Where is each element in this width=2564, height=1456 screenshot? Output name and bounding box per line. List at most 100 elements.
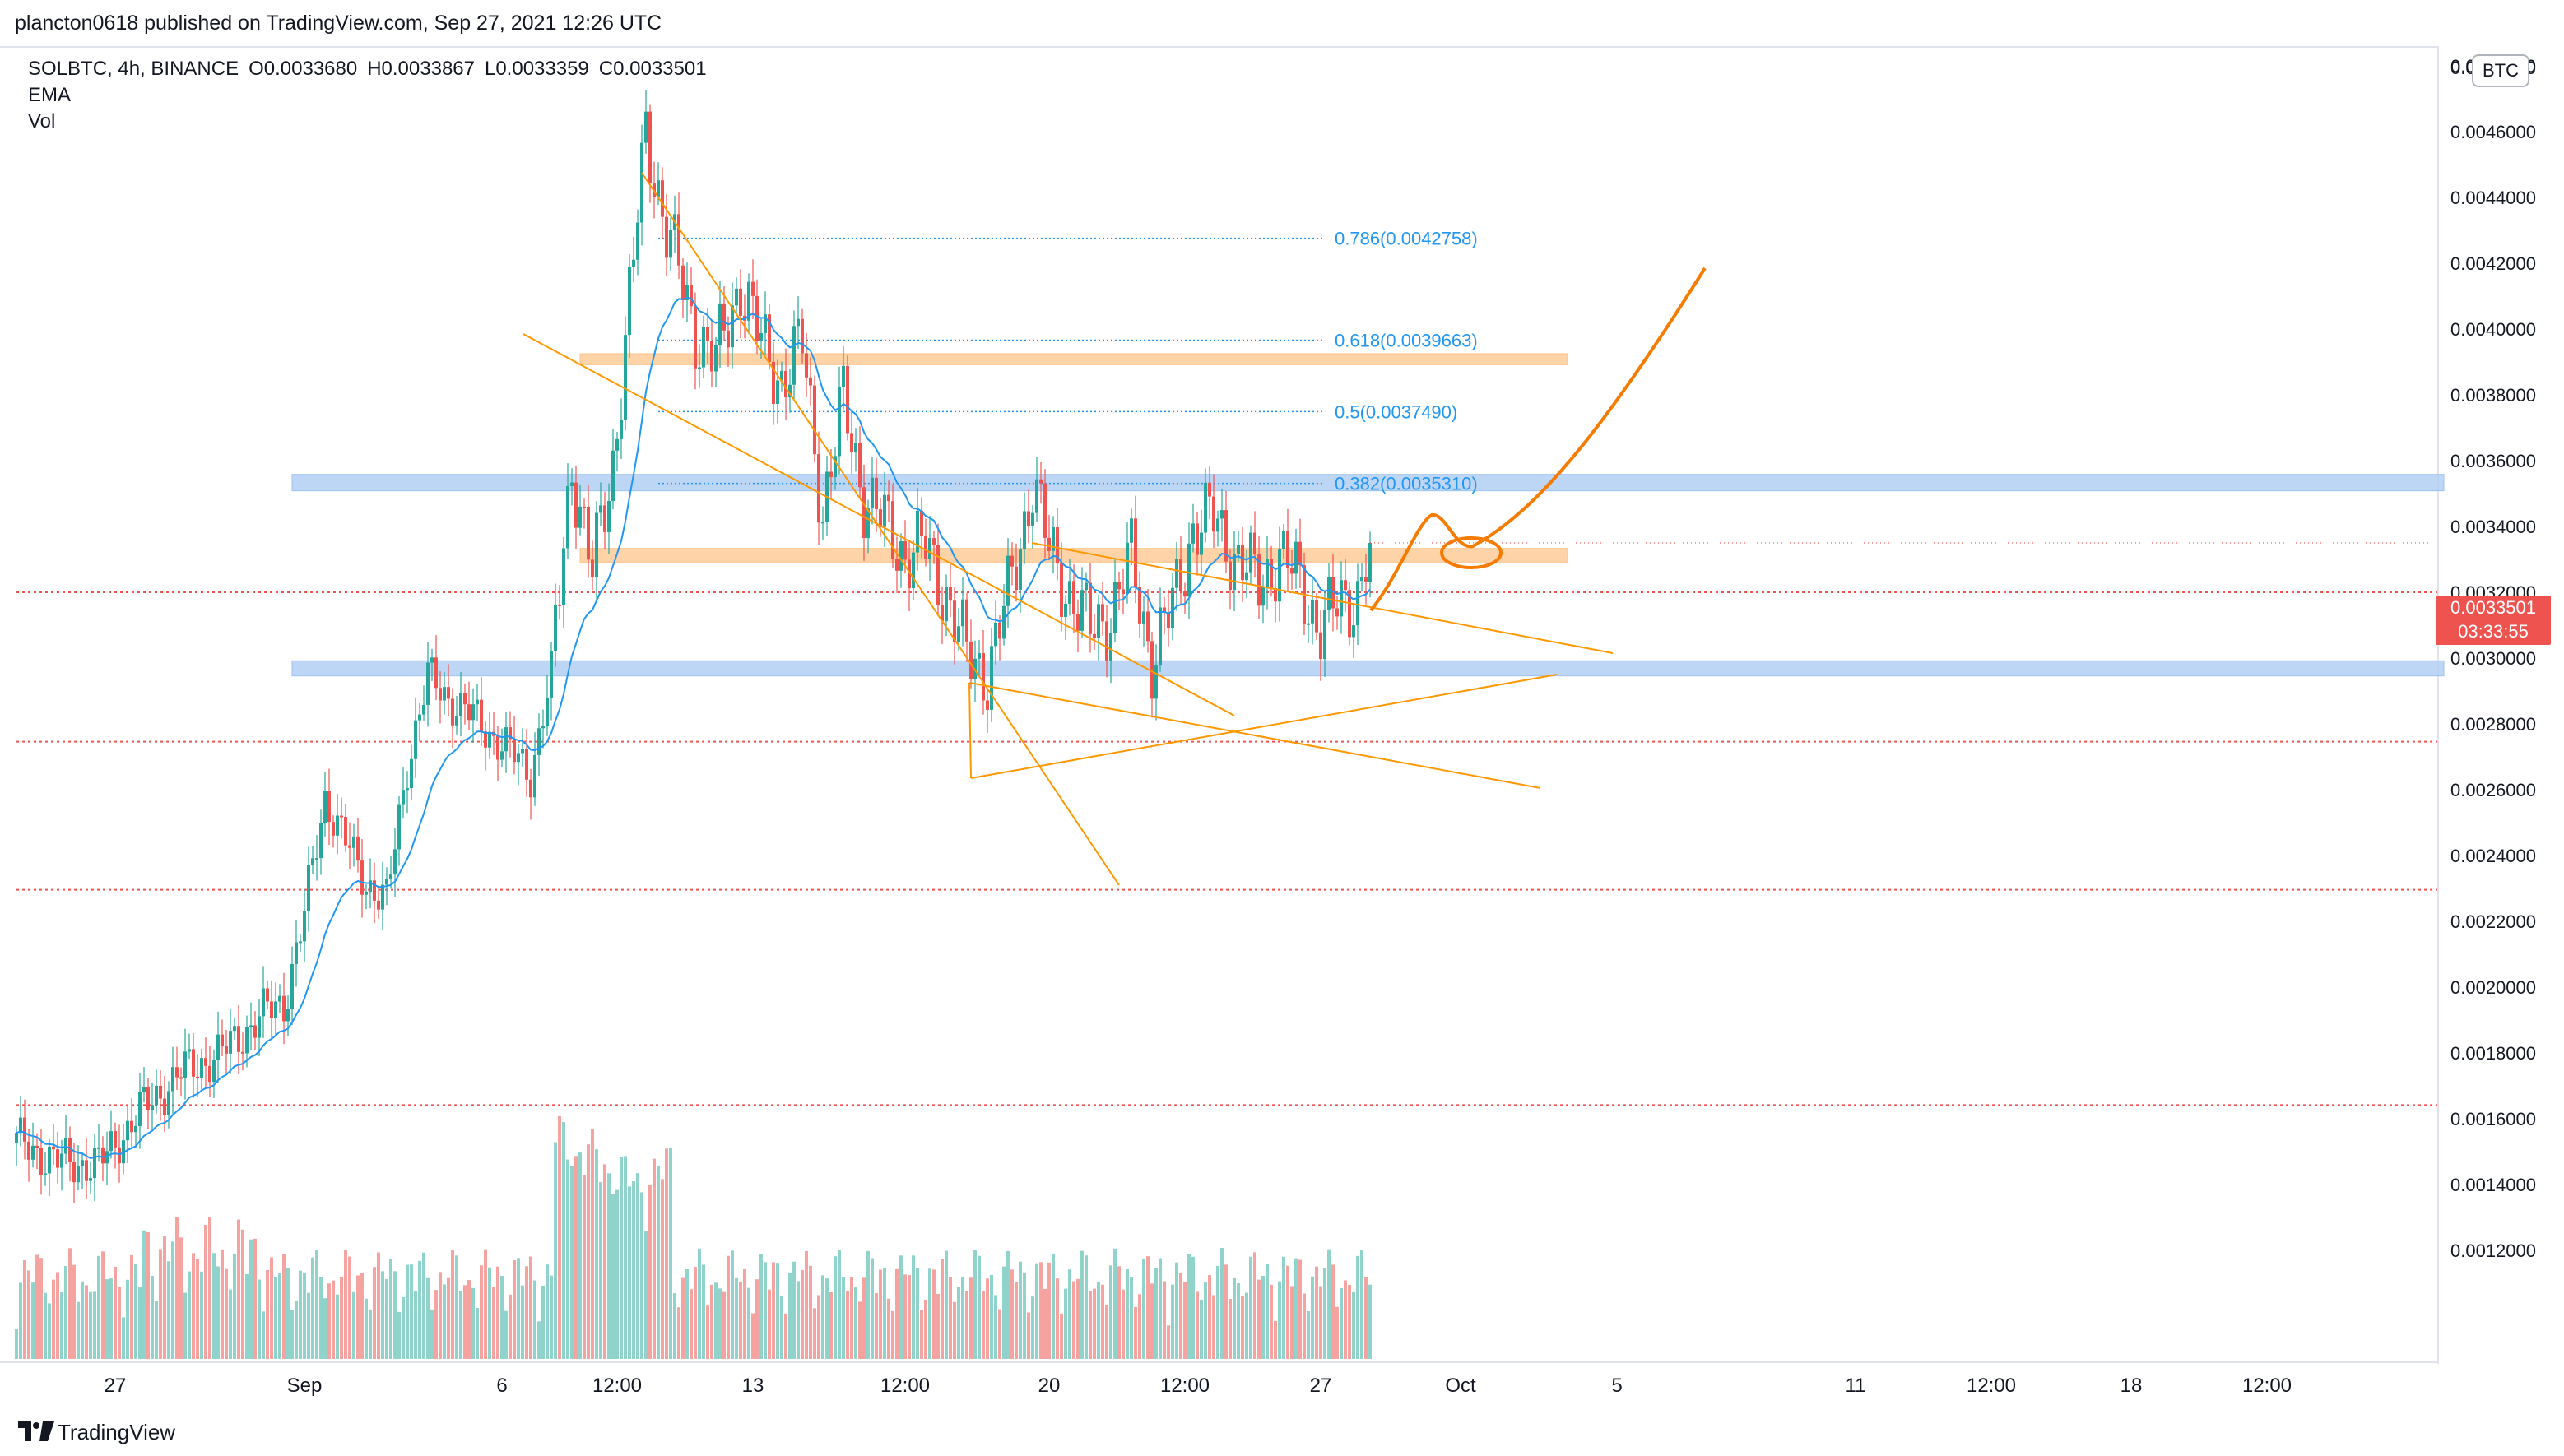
candle — [706, 327, 709, 341]
volume-bar — [731, 1250, 734, 1359]
candle — [1159, 607, 1162, 665]
candle — [163, 1098, 166, 1115]
candle — [607, 501, 611, 532]
candle — [196, 1076, 199, 1078]
candle — [1216, 518, 1219, 532]
y-axis-label: 0.0044000 — [2450, 188, 2536, 208]
candle — [1327, 577, 1331, 610]
candle — [130, 1120, 133, 1133]
candle — [871, 477, 874, 509]
volume-bar — [295, 1300, 298, 1359]
volume-bar — [706, 1305, 709, 1359]
volume-bar — [924, 1299, 927, 1359]
candle — [603, 505, 606, 532]
volume-bar — [138, 1287, 142, 1359]
candle — [402, 790, 405, 805]
axis-currency-button[interactable]: BTC — [2472, 54, 2529, 87]
x-axis-label: 12:00 — [1967, 1375, 2016, 1397]
candle — [1154, 665, 1158, 699]
candle — [669, 230, 672, 258]
volume-bar — [1278, 1281, 1281, 1359]
volume-bar — [1319, 1286, 1322, 1359]
candle — [122, 1140, 125, 1164]
candle — [200, 1058, 203, 1078]
volume-bar — [52, 1279, 55, 1359]
candle — [751, 281, 755, 296]
volume-bar — [463, 1285, 467, 1359]
volume-bar — [805, 1250, 808, 1359]
fib-level-label: 0.618(0.0039663) — [1335, 330, 1478, 350]
volume-bar — [360, 1273, 364, 1359]
volume-bar — [496, 1266, 499, 1359]
volume-bar — [1117, 1266, 1121, 1359]
candle — [77, 1166, 80, 1183]
volume-bar — [1085, 1255, 1088, 1359]
candle — [875, 477, 878, 510]
volume-bar — [1047, 1262, 1051, 1359]
volume-bar — [1315, 1266, 1318, 1359]
candle — [356, 836, 360, 861]
volume-bar — [208, 1217, 211, 1359]
candle — [829, 471, 833, 478]
candle — [562, 548, 565, 605]
volume-bar — [834, 1256, 837, 1359]
chart-pane[interactable] — [0, 46, 2439, 1364]
candle — [418, 714, 421, 721]
volume-bar — [1224, 1264, 1228, 1359]
candle — [961, 599, 964, 627]
candle — [1010, 555, 1014, 567]
legend-symbol[interactable]: SOLBTC, 4h, BINANCE — [28, 58, 239, 80]
volume-bar — [101, 1251, 105, 1359]
volume-bar — [385, 1278, 388, 1359]
volume-bar — [221, 1249, 224, 1359]
candle — [1122, 589, 1125, 595]
candle — [373, 880, 376, 901]
volume-bar — [829, 1292, 833, 1359]
candle — [340, 815, 343, 818]
legend-vol[interactable]: Vol — [28, 110, 56, 132]
candle — [262, 988, 265, 1017]
volume-bar — [1146, 1256, 1150, 1359]
volume-bar — [694, 1267, 697, 1359]
volume-bar — [1167, 1325, 1170, 1359]
x-axis-label: 5 — [1611, 1375, 1622, 1397]
candle — [1023, 511, 1026, 550]
volume-bar — [665, 1148, 668, 1359]
candle — [81, 1160, 84, 1167]
price-chart[interactable]: 0.0012000 0.0014000 0.0016000 0.0018000 0.00… — [0, 0, 2564, 1398]
candle — [838, 387, 841, 457]
volume-bar — [402, 1296, 405, 1359]
volume-bar — [344, 1250, 347, 1359]
volume-bar — [1352, 1291, 1355, 1359]
volume-bar — [270, 1257, 273, 1359]
volume-bar — [1261, 1275, 1265, 1359]
legend-open: O0.0033680 — [249, 58, 358, 80]
candle — [381, 884, 384, 910]
volume-bar — [657, 1165, 660, 1359]
candle — [1150, 641, 1154, 699]
candle — [451, 698, 454, 726]
candle — [385, 879, 388, 885]
candle — [866, 508, 870, 539]
volume-bar — [513, 1260, 516, 1359]
candle — [274, 1001, 277, 1018]
legend-ema[interactable]: EMA — [28, 84, 72, 106]
candle — [969, 641, 973, 679]
fib-level-label: 0.382(0.0035310) — [1335, 474, 1478, 494]
candle — [480, 699, 483, 732]
y-axis-label: 0.0042000 — [2450, 253, 2536, 274]
candle — [397, 804, 401, 850]
volume-bar — [916, 1268, 919, 1359]
volume-bar — [743, 1268, 746, 1359]
candle — [290, 963, 294, 1009]
volume-bar — [583, 1175, 586, 1359]
volume-bar — [434, 1290, 438, 1359]
volume-bar — [89, 1291, 92, 1359]
published-info: plancton0618 published on TradingView.co… — [15, 12, 662, 35]
volume-bar — [1270, 1284, 1273, 1359]
candle — [138, 1092, 142, 1126]
candle — [476, 699, 479, 705]
candle — [393, 849, 397, 875]
volume-bar — [455, 1255, 458, 1359]
candle — [319, 823, 323, 859]
